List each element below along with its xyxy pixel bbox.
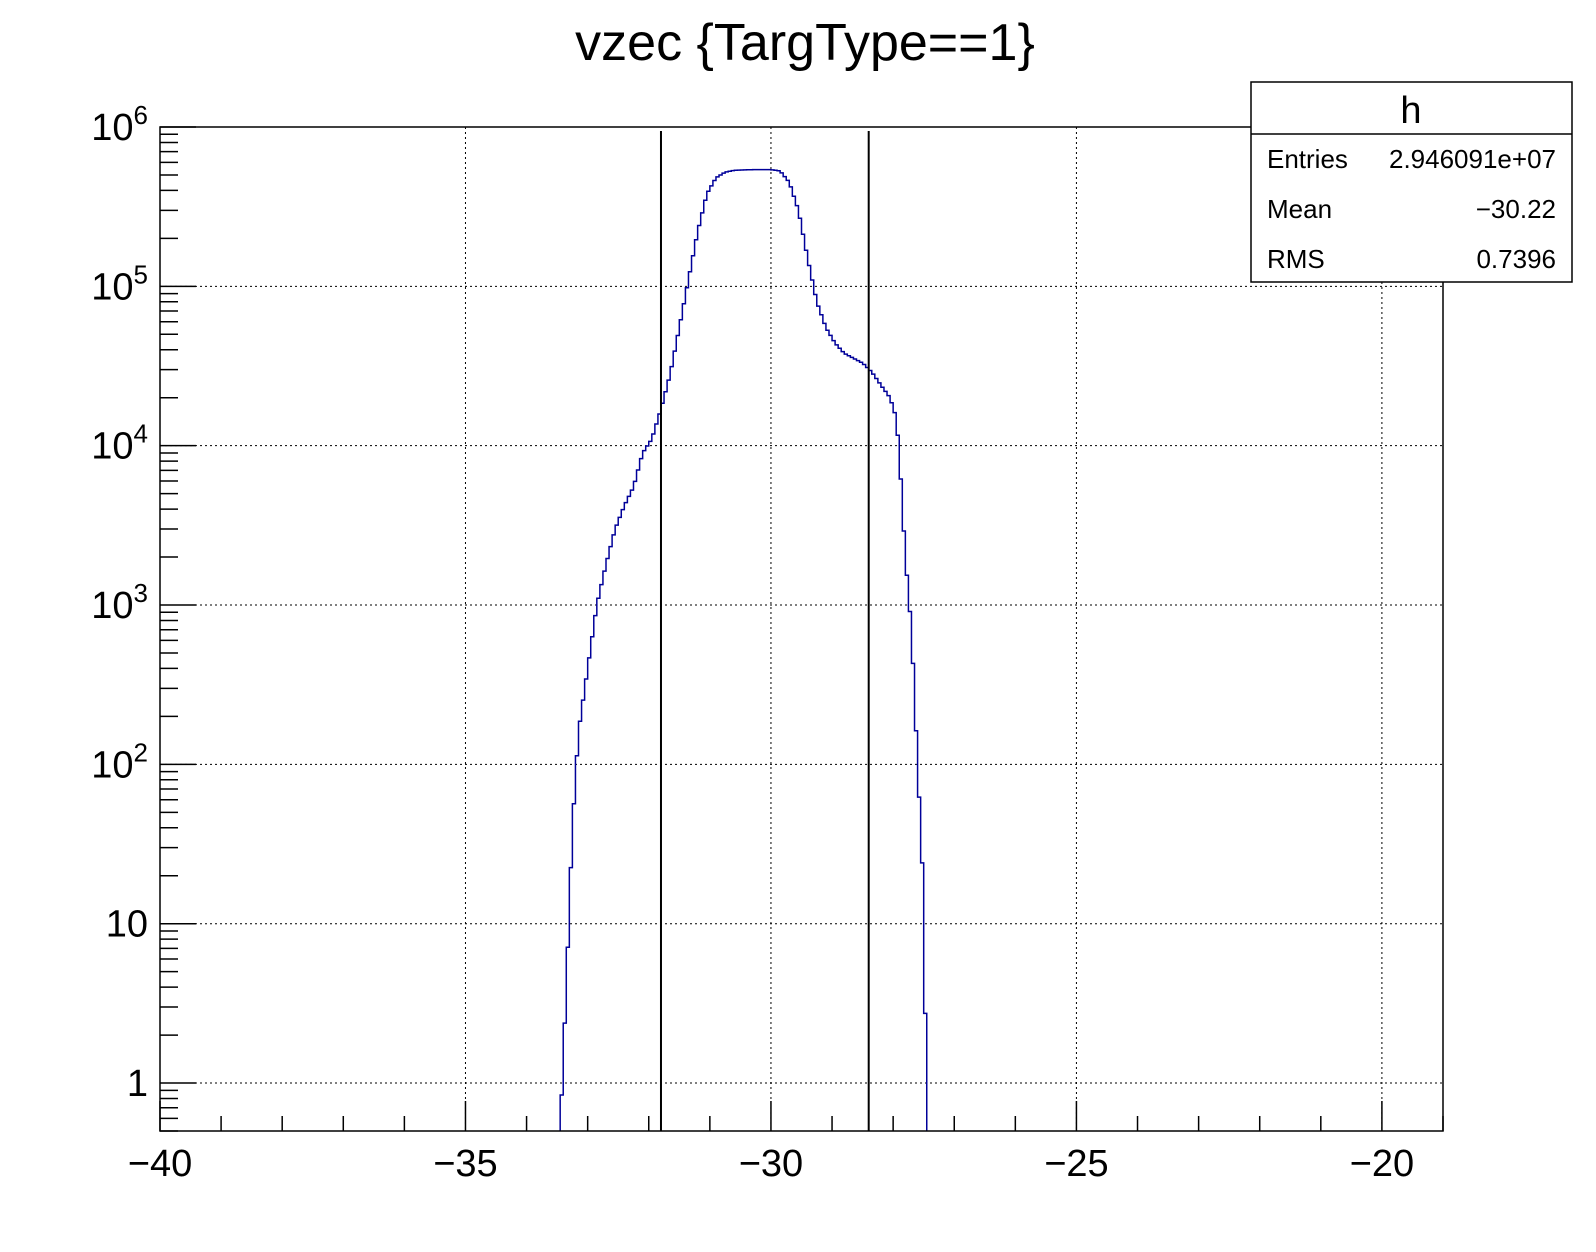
- chart-title: vzec {TargType==1}: [575, 14, 1035, 72]
- stats-entries-value: 2.946091e+07: [1389, 144, 1556, 174]
- x-tick-label: −35: [433, 1143, 497, 1185]
- histogram-line: [559, 168, 928, 1131]
- stats-mean-value: −30.22: [1476, 194, 1556, 224]
- y-tick-label: 106: [91, 100, 148, 149]
- x-tick-label: −25: [1044, 1143, 1108, 1185]
- histogram-plot: [559, 131, 928, 1131]
- y-axis: 1 10 102 103 104 105 106: [91, 100, 196, 1132]
- stats-title: h: [1400, 90, 1421, 132]
- y-tick-label: 102: [91, 737, 148, 786]
- stats-rms-value: 0.7396: [1476, 244, 1556, 274]
- y-tick-label: 104: [91, 419, 148, 468]
- stats-rms-label: RMS: [1267, 244, 1325, 274]
- y-tick-label: 1: [127, 1063, 148, 1105]
- y-tick-label: 10: [106, 904, 148, 946]
- stats-box-frame: [1250, 81, 1573, 283]
- x-tick-label: −40: [128, 1143, 192, 1185]
- stats-box: h Entries 2.946091e+07 Mean −30.22 RMS 0…: [1250, 81, 1573, 283]
- y-tick-label: 103: [91, 578, 148, 627]
- x-axis: −40 −35 −30 −25 −20: [128, 1101, 1444, 1185]
- x-tick-label: −30: [739, 1143, 803, 1185]
- x-tick-label: −20: [1350, 1143, 1414, 1185]
- stats-entries-label: Entries: [1267, 144, 1348, 174]
- stats-mean-label: Mean: [1267, 194, 1332, 224]
- grid: [160, 127, 1443, 1131]
- y-tick-label: 105: [91, 259, 148, 308]
